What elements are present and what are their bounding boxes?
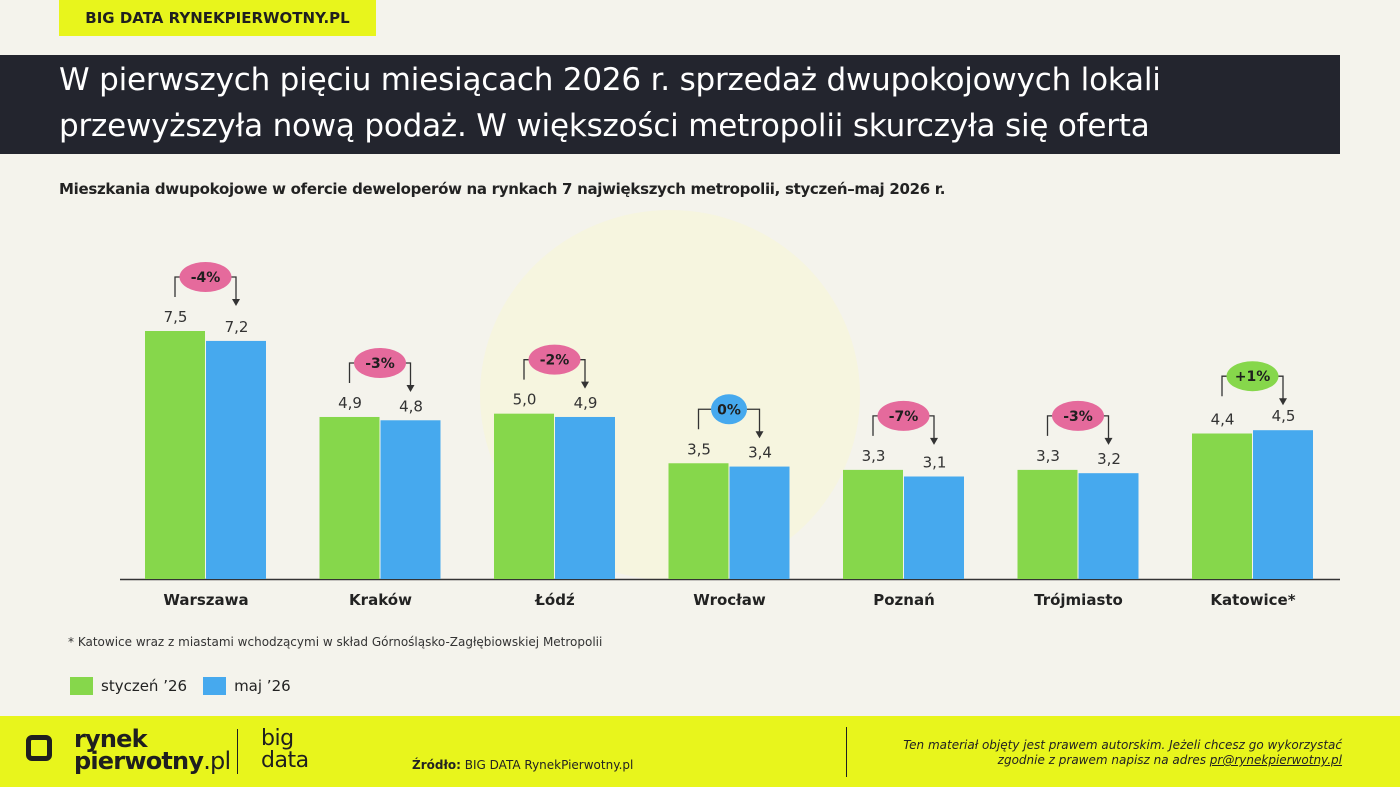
source-label: Źródło: (412, 758, 461, 772)
legend-item-may: maj ’26 (203, 677, 291, 695)
source-note: Źródło: BIG DATA RynekPierwotny.pl (412, 758, 633, 772)
bar-january (1017, 469, 1078, 579)
logo-pl: .pl (203, 747, 231, 775)
legend-label-may: maj ’26 (234, 677, 291, 695)
bar-january (1192, 433, 1252, 579)
footer-divider (846, 727, 847, 777)
copyright-line-2: zgodnie z prawem napisz na adres pr@ryne… (903, 753, 1342, 768)
change-badge-label: -7% (889, 409, 919, 425)
bigdata-line-1: big (261, 726, 294, 751)
bigdata-logo: big data (261, 728, 309, 772)
category-label: Kraków (349, 591, 412, 609)
category-label: Poznań (873, 591, 935, 609)
brand-tag: BIG DATA RYNEKPIERWOTNY.PL (59, 0, 376, 36)
change-badge-label: -2% (540, 353, 570, 369)
change-arrow-icon (232, 299, 240, 306)
source-value: BIG DATA RynekPierwotny.pl (460, 758, 634, 772)
category-label: Warszawa (163, 591, 248, 609)
change-badge (1052, 400, 1104, 431)
change-badge (354, 347, 406, 378)
change-arrow-icon (1279, 398, 1287, 406)
value-label: 4,4 (1211, 411, 1235, 429)
bar-january (494, 413, 554, 579)
change-arrow-icon (581, 381, 589, 389)
change-badge (711, 394, 747, 425)
bar-january (145, 331, 205, 579)
bar-january (668, 463, 729, 579)
value-label: 7,2 (225, 318, 249, 336)
footnote: * Katowice wraz z miastami wchodzącymi w… (68, 635, 603, 649)
change-badge (1226, 361, 1279, 392)
bar-may (380, 420, 441, 579)
legend-swatch-green (70, 677, 93, 695)
change-arrow-icon (755, 431, 764, 439)
value-label: 4,5 (1272, 407, 1296, 425)
value-label: 7,5 (164, 308, 188, 326)
value-label: 3,2 (1097, 450, 1121, 468)
legend-label-january: styczeń ’26 (101, 677, 188, 695)
page-title-line-2: przewyższyła nową podaż. W większości me… (59, 108, 1150, 144)
value-label: 3,4 (748, 444, 772, 462)
value-label: 3,1 (923, 453, 947, 471)
bar-may (729, 466, 790, 579)
copyright-line-1: Ten materiał objęty jest prawem autorski… (903, 738, 1342, 752)
copyright-note: Ten materiał objęty jest prawem autorski… (903, 738, 1342, 768)
value-label: 3,5 (687, 440, 711, 458)
title-bar (0, 55, 1340, 154)
logo-line-1: rynek (74, 725, 148, 753)
bar-january (843, 469, 903, 579)
bigdata-line-2: data (261, 748, 309, 773)
change-badge-label: -4% (191, 270, 221, 286)
value-label: 3,3 (1036, 447, 1060, 465)
legend-swatch-blue (203, 677, 227, 695)
bar-january (319, 416, 380, 579)
footer-bar (0, 716, 1400, 787)
value-label: 3,3 (862, 447, 886, 465)
change-arrow-icon (406, 384, 415, 392)
category-label: Wrocław (693, 591, 766, 609)
change-badge-label: +1% (1235, 369, 1271, 385)
change-badge-label: -3% (365, 356, 395, 372)
bar-may (555, 416, 615, 579)
value-label: 4,8 (399, 397, 423, 415)
category-label: Łódź (534, 591, 575, 609)
logo-pierwotny: pierwotny (74, 747, 204, 775)
copyright-text: zgodnie z prawem napisz na adres (997, 753, 1210, 767)
chart-subtitle: Mieszkania dwupokojowe w ofercie dewelop… (59, 180, 946, 198)
value-label: 4,9 (338, 394, 362, 412)
logo-line-2: pierwotny.pl (74, 747, 231, 775)
bar-may (904, 476, 964, 579)
change-badge (528, 344, 581, 375)
bar-may (1253, 430, 1313, 579)
change-arrow-icon (930, 437, 938, 445)
copyright-email-link[interactable]: pr@rynekpierwotny.pl (1209, 753, 1342, 767)
change-badge (877, 400, 930, 431)
page-title-line-1: W pierwszych pięciu miesiącach 2026 r. s… (59, 62, 1161, 98)
logo-icon (26, 735, 52, 761)
category-label: Trójmiasto (1034, 591, 1123, 609)
value-label: 5,0 (513, 391, 537, 409)
legend-item-january: styczeń ’26 (70, 677, 187, 695)
value-label: 4,9 (574, 394, 598, 412)
logo-text: rynek pierwotny.pl (74, 725, 231, 775)
change-badge-label: 0% (717, 402, 741, 418)
change-arrow-icon (1104, 437, 1113, 445)
logo-divider (237, 729, 238, 774)
category-label: Katowice* (1210, 591, 1295, 609)
legend: styczeń ’26 maj ’26 (70, 677, 307, 695)
bar-may (206, 340, 266, 579)
bar-may (1078, 473, 1139, 579)
change-badge-label: -3% (1063, 409, 1093, 425)
change-badge (179, 262, 232, 292)
